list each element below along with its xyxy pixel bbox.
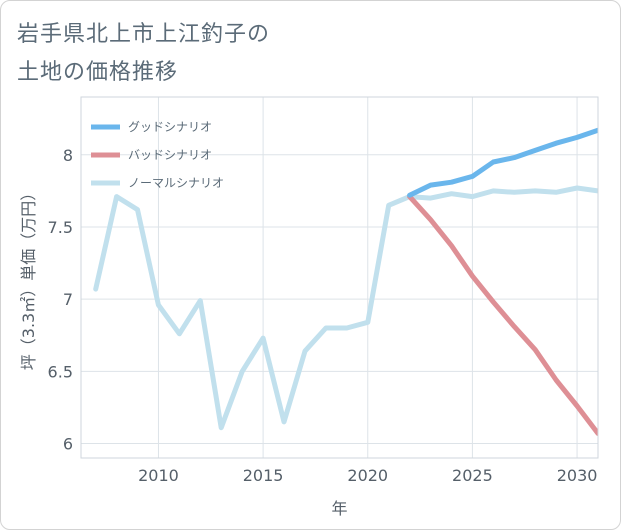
- x-axis-title: 年: [331, 499, 347, 518]
- chart-title-line-1: 岩手県北上市上江釣子の: [17, 22, 271, 47]
- x-tick-label: 2010: [138, 466, 179, 485]
- chart-title-line-2: 土地の価格推移: [17, 60, 179, 85]
- x-tick-label: 2015: [243, 466, 284, 485]
- x-tick-labels: 2010 2015 2020 2025 2030: [138, 466, 597, 485]
- x-tick-label: 2030: [557, 466, 598, 485]
- x-tick-label: 2025: [452, 466, 493, 485]
- grid: [81, 97, 598, 458]
- plot-frame: [80, 96, 599, 459]
- y-tick-label: 6.5: [48, 362, 73, 381]
- legend-label-2: ノーマルシナリオ: [128, 176, 224, 190]
- legend-label-1: バッドシナリオ: [128, 148, 212, 162]
- series-line-2: [93, 185, 598, 431]
- series-line-1: [407, 194, 598, 436]
- y-tick-label: 6: [63, 435, 73, 454]
- series-lines: [93, 127, 598, 436]
- x-tick-label: 2020: [347, 466, 388, 485]
- legend-label-0: グッドシナリオ: [128, 120, 212, 134]
- y-tick-label: 7: [63, 290, 73, 309]
- y-axis-title: 坪（3.3㎡）単価（万円）: [19, 185, 38, 370]
- series-line-0: [407, 127, 598, 198]
- y-tick-label: 7.5: [48, 218, 73, 237]
- y-tick-labels: 6 6.5 7 7.5 8: [48, 146, 73, 454]
- y-tick-label: 8: [63, 146, 73, 165]
